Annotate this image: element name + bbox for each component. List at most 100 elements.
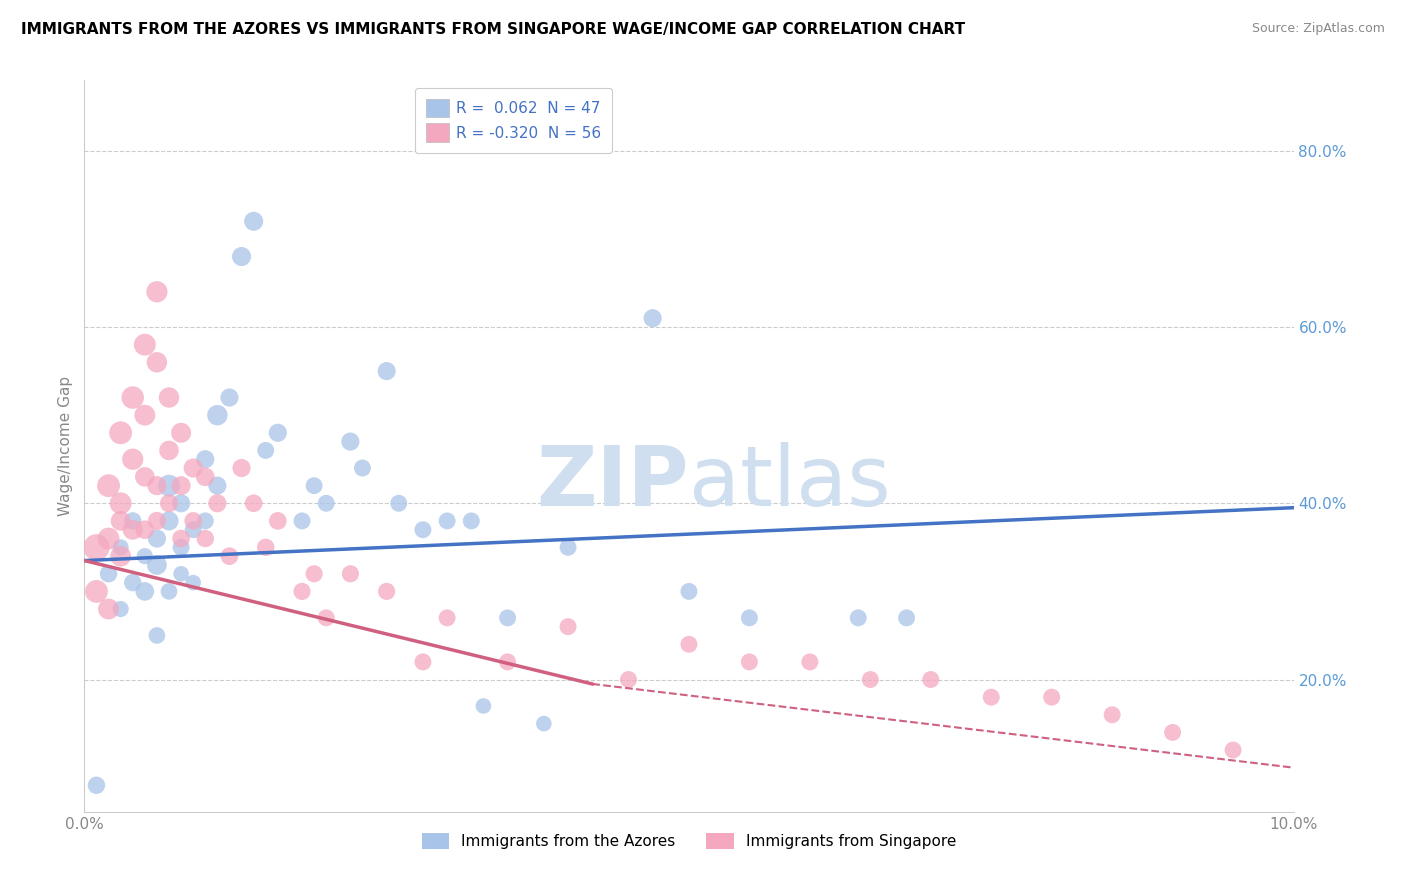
Point: [375, 364, 398, 378]
Point: [738, 655, 761, 669]
Point: [181, 575, 204, 590]
Point: [157, 391, 180, 405]
Point: [315, 611, 337, 625]
Point: [134, 584, 156, 599]
Point: [146, 532, 169, 546]
Point: [170, 478, 193, 492]
Point: [302, 478, 325, 492]
Point: [846, 611, 869, 625]
Point: [859, 673, 882, 687]
Point: [134, 523, 156, 537]
Point: [738, 611, 761, 625]
Point: [412, 655, 434, 669]
Point: [110, 425, 132, 440]
Point: [121, 452, 143, 467]
Point: [496, 611, 519, 625]
Point: [207, 408, 229, 422]
Point: [157, 584, 180, 599]
Point: [980, 690, 1002, 705]
Point: [1040, 690, 1063, 705]
Point: [97, 602, 120, 616]
Point: [110, 496, 132, 510]
Point: [170, 496, 193, 510]
Point: [207, 496, 229, 510]
Point: [134, 549, 156, 563]
Point: [121, 514, 143, 528]
Point: [97, 566, 120, 581]
Point: [157, 496, 180, 510]
Point: [134, 408, 156, 422]
Point: [617, 673, 640, 687]
Point: [110, 514, 132, 528]
Point: [339, 434, 361, 449]
Point: [242, 496, 264, 510]
Point: [557, 541, 579, 555]
Point: [134, 337, 156, 351]
Point: [1161, 725, 1184, 739]
Point: [194, 532, 217, 546]
Point: [146, 628, 169, 642]
Point: [157, 514, 180, 528]
Point: [302, 566, 325, 581]
Point: [146, 478, 169, 492]
Point: [254, 541, 277, 555]
Point: [97, 532, 120, 546]
Point: [170, 425, 193, 440]
Point: [86, 778, 108, 792]
Point: [339, 566, 361, 581]
Point: [146, 514, 169, 528]
Point: [146, 285, 169, 299]
Point: [157, 443, 180, 458]
Text: ZIP: ZIP: [537, 442, 689, 523]
Point: [1222, 743, 1244, 757]
Point: [134, 470, 156, 484]
Point: [121, 523, 143, 537]
Y-axis label: Wage/Income Gap: Wage/Income Gap: [58, 376, 73, 516]
Point: [97, 478, 120, 492]
Point: [1101, 707, 1123, 722]
Point: [388, 496, 411, 510]
Point: [496, 655, 519, 669]
Point: [291, 514, 314, 528]
Point: [146, 558, 169, 572]
Point: [267, 514, 290, 528]
Point: [181, 461, 204, 475]
Point: [218, 391, 240, 405]
Point: [181, 514, 204, 528]
Point: [218, 549, 240, 563]
Point: [315, 496, 337, 510]
Point: [460, 514, 482, 528]
Point: [157, 478, 180, 492]
Point: [896, 611, 918, 625]
Point: [254, 443, 277, 458]
Point: [242, 214, 264, 228]
Point: [170, 532, 193, 546]
Point: [352, 461, 374, 475]
Point: [436, 611, 458, 625]
Point: [533, 716, 555, 731]
Point: [110, 602, 132, 616]
Point: [472, 698, 495, 713]
Point: [170, 541, 193, 555]
Point: [291, 584, 314, 599]
Point: [194, 452, 217, 467]
Point: [110, 541, 132, 555]
Point: [557, 620, 579, 634]
Point: [121, 575, 143, 590]
Point: [231, 461, 253, 475]
Point: [267, 425, 290, 440]
Point: [436, 514, 458, 528]
Point: [207, 478, 229, 492]
Point: [920, 673, 942, 687]
Point: [110, 549, 132, 563]
Point: [412, 523, 434, 537]
Text: atlas: atlas: [689, 442, 890, 523]
Point: [86, 541, 108, 555]
Point: [181, 523, 204, 537]
Point: [194, 470, 217, 484]
Text: IMMIGRANTS FROM THE AZORES VS IMMIGRANTS FROM SINGAPORE WAGE/INCOME GAP CORRELAT: IMMIGRANTS FROM THE AZORES VS IMMIGRANTS…: [21, 22, 965, 37]
Point: [799, 655, 821, 669]
Legend: Immigrants from the Azores, Immigrants from Singapore: Immigrants from the Azores, Immigrants f…: [416, 827, 962, 855]
Point: [86, 584, 108, 599]
Point: [121, 391, 143, 405]
